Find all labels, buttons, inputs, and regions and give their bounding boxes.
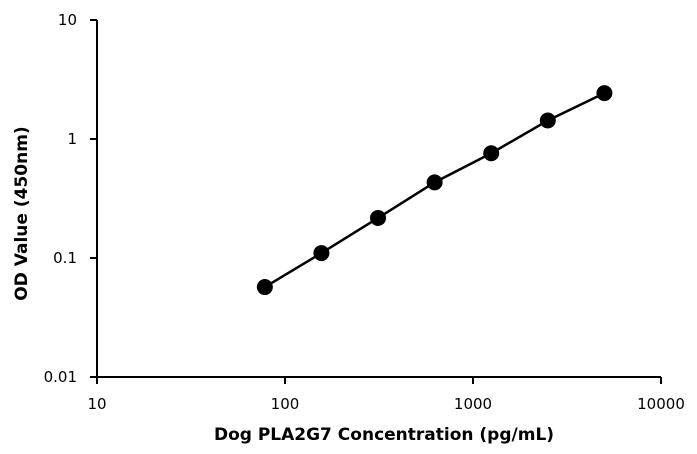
- y-axis-ticks: 0.01 0.1 1 10: [44, 11, 97, 386]
- data-point: [313, 245, 330, 262]
- y-tick-label: 10: [58, 11, 77, 29]
- y-tick-label: 0.01: [44, 368, 77, 386]
- y-axis-title: OD Value (450nm): [12, 126, 32, 300]
- x-axis-title: Dog PLA2G7 Concentration (pg/mL): [214, 425, 554, 445]
- plot-area: 0.01 0.1 1 10 10 100 1000 10000: [44, 11, 685, 413]
- x-axis-ticks: 10 100 1000 10000: [87, 377, 685, 413]
- series-layer: [256, 85, 613, 296]
- x-tick-label: 1000: [454, 395, 492, 413]
- data-point: [483, 145, 500, 162]
- data-point: [256, 279, 273, 296]
- x-tick-label: 10000: [637, 395, 685, 413]
- data-point: [539, 112, 556, 129]
- data-point: [370, 209, 387, 226]
- x-tick-label: 100: [271, 395, 300, 413]
- x-tick-label: 10: [87, 395, 106, 413]
- y-tick-label: 1: [67, 130, 77, 148]
- y-tick-label: 0.1: [53, 249, 77, 267]
- data-point: [426, 174, 443, 191]
- data-point: [596, 85, 613, 102]
